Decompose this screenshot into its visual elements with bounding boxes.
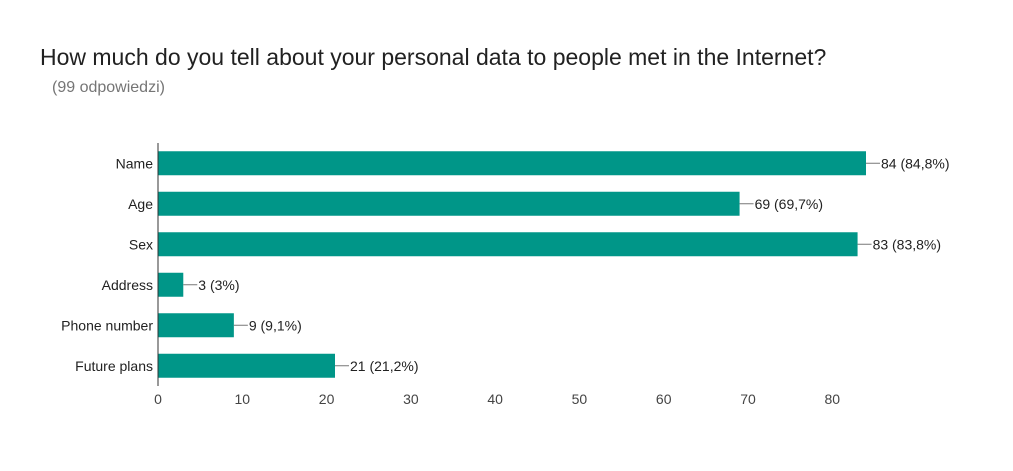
x-tick-label-40: 40 [487, 391, 503, 407]
data-label-age: 69 (69,7%) [755, 196, 823, 212]
bar-sex [158, 232, 858, 257]
bar-age [158, 191, 740, 216]
data-label-future-plans: 21 (21,2%) [350, 358, 418, 374]
category-label-sex: Sex [129, 236, 153, 252]
response-count: (99 odpowiedzi) [52, 79, 165, 96]
data-label-name: 84 (84,8%) [881, 155, 949, 171]
x-tick-label-10: 10 [234, 391, 250, 407]
bar-future-plans [158, 353, 335, 378]
category-label-age: Age [128, 196, 153, 212]
data-label-phone-number: 9 (9,1%) [249, 317, 302, 333]
category-labels: Name Age Sex Address Phone number Future plan… [61, 155, 153, 374]
x-tick-label-60: 60 [656, 391, 672, 407]
bar-address [158, 272, 184, 297]
bar-phone-number [158, 313, 234, 338]
x-tick-label-70: 70 [740, 391, 756, 407]
x-tick-label-30: 30 [403, 391, 419, 407]
bar-name [158, 151, 866, 176]
data-label-sex: 83 (83,8%) [873, 236, 941, 252]
bars-group [158, 151, 866, 378]
x-tick-label-50: 50 [572, 391, 588, 407]
data-labels: 84 (84,8%) 69 (69,7%) 83 (83,8%) 3 (3%) 9 (9… [183, 155, 949, 374]
chart-title: How much do you tell about your personal… [40, 44, 827, 70]
x-axis-ticks: 0 10 20 30 40 50 60 70 80 [154, 391, 840, 407]
category-label-name: Name [116, 155, 154, 171]
x-tick-label-0: 0 [154, 391, 162, 407]
x-tick-label-80: 80 [824, 391, 840, 407]
category-label-address: Address [102, 277, 153, 293]
data-label-address: 3 (3%) [198, 277, 239, 293]
category-label-phone-number: Phone number [61, 317, 153, 333]
category-label-future-plans: Future plans [75, 358, 153, 374]
x-tick-label-20: 20 [319, 391, 335, 407]
